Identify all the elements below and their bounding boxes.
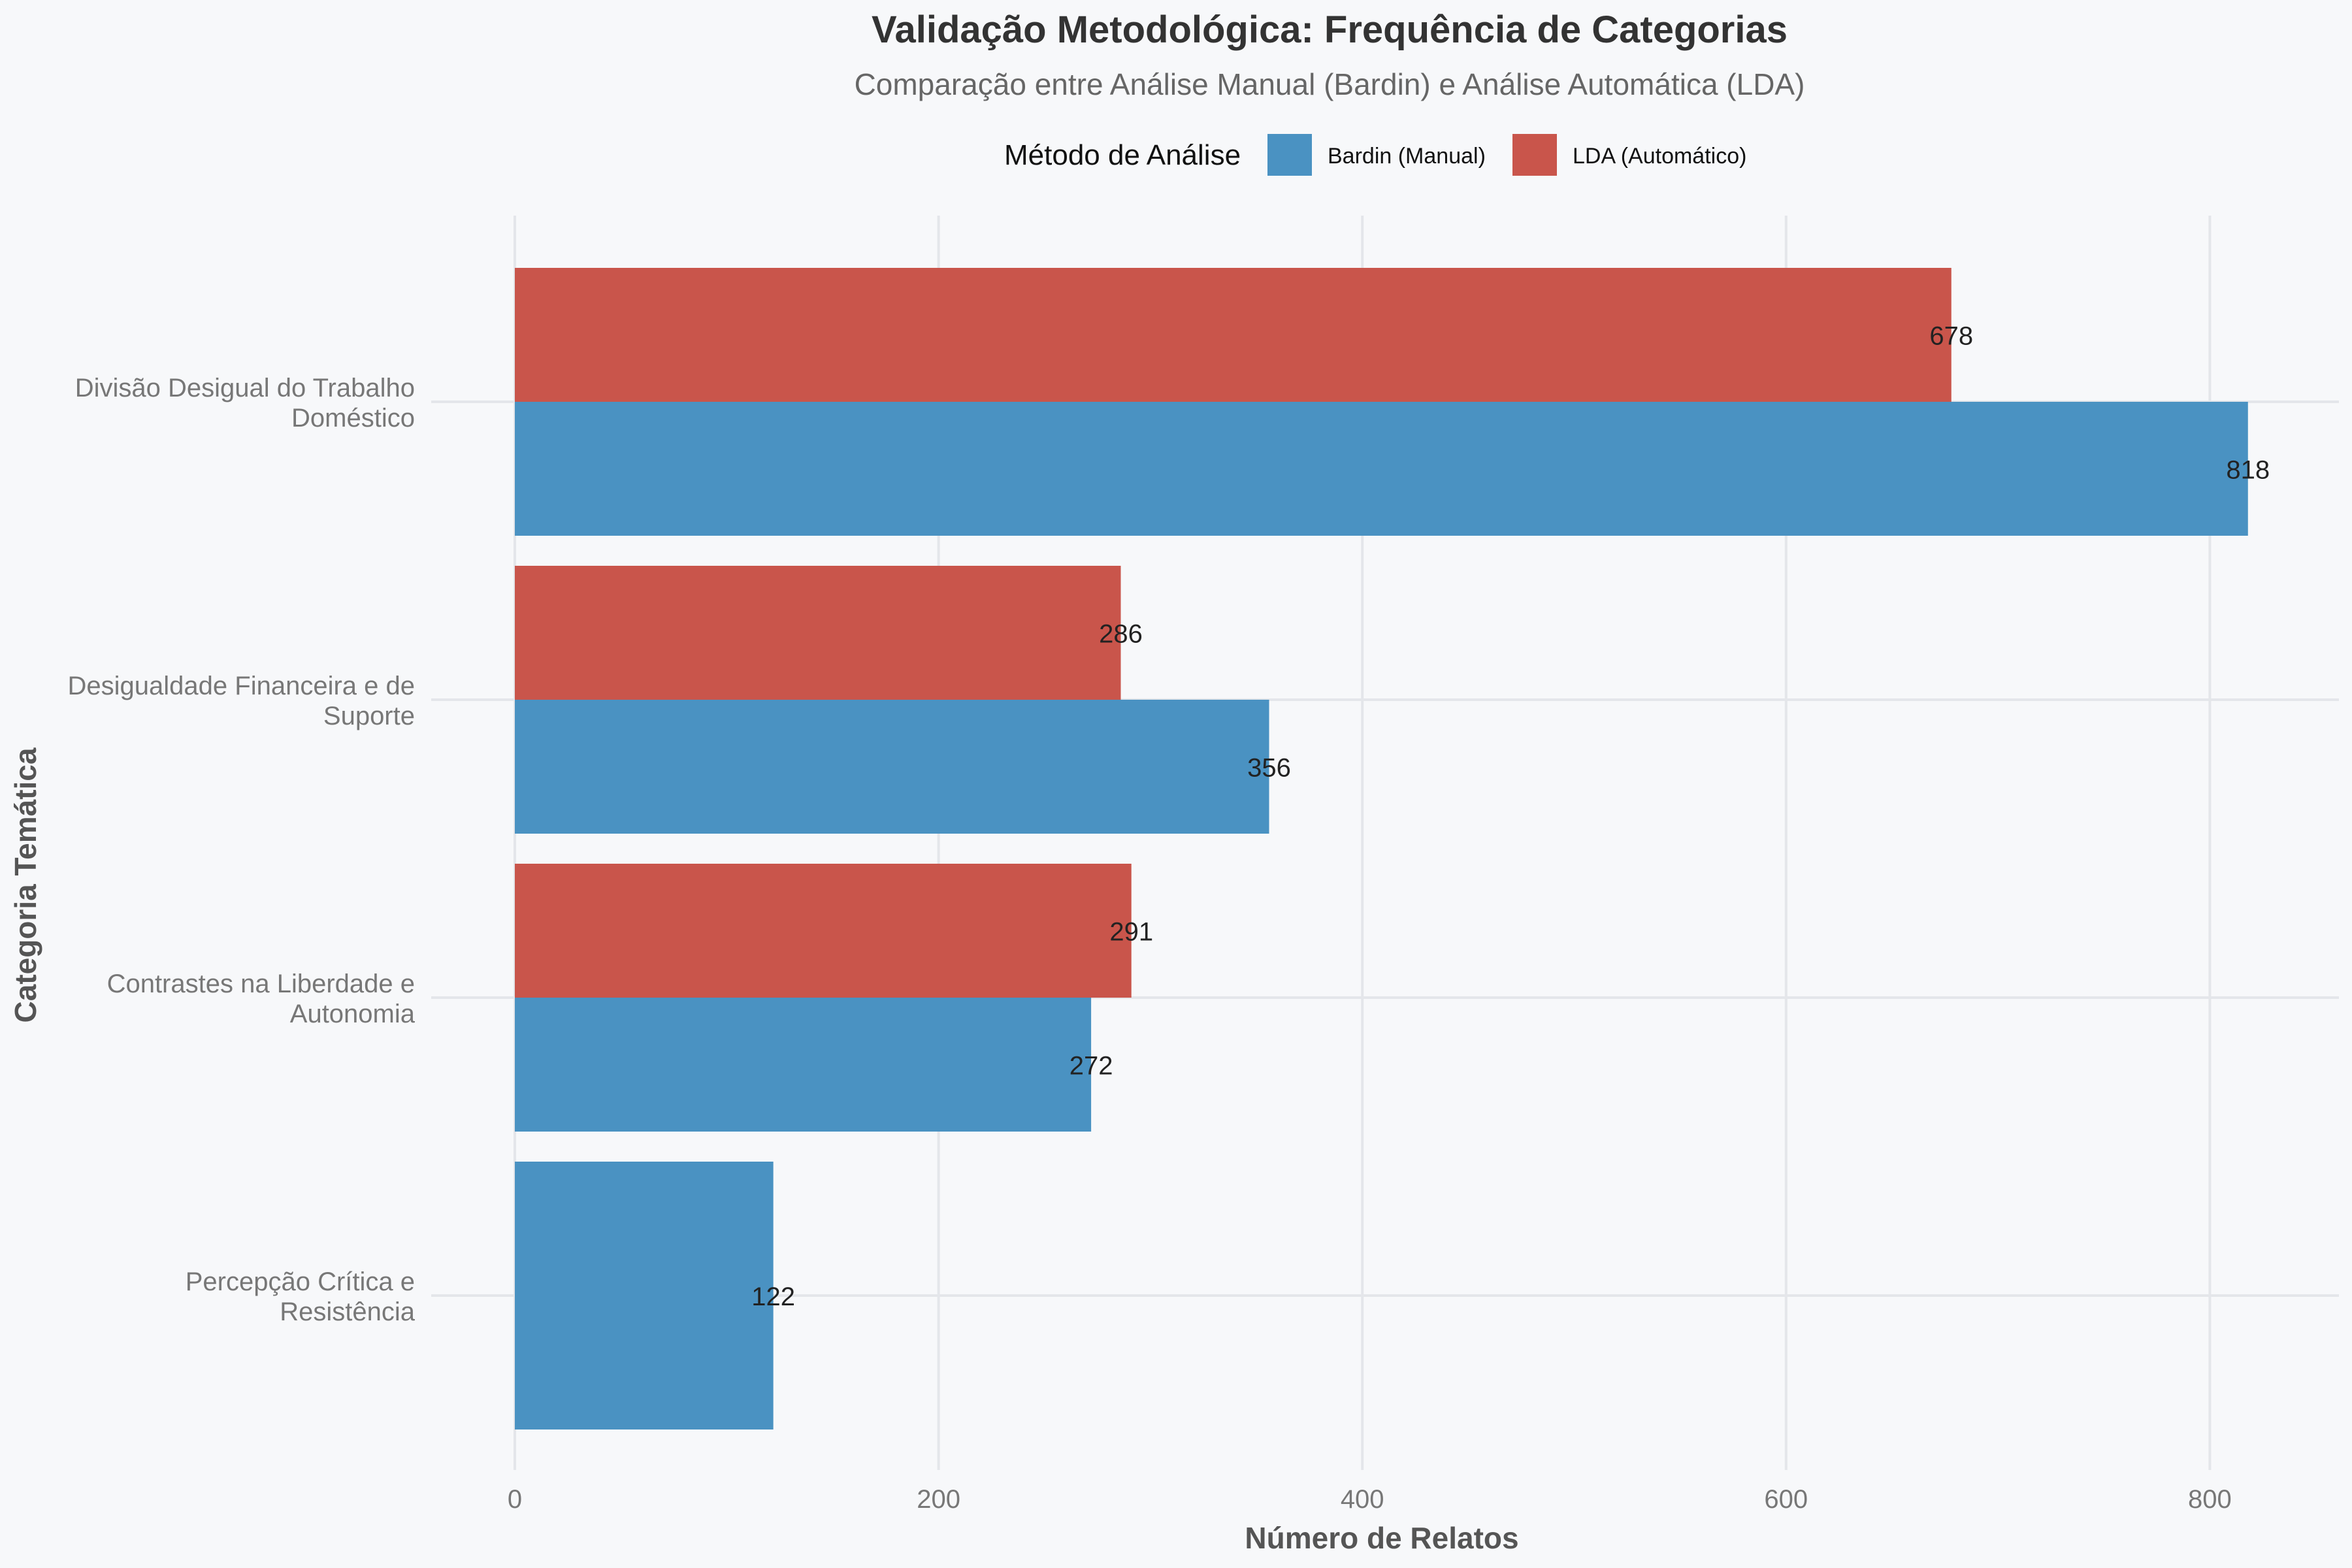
legend-label-0: Bardin (Manual) [1328,144,1486,169]
data-label-lda-1: 286 [1099,620,1143,649]
x-tick-label-200: 200 [917,1485,960,1514]
chart-title: Validação Metodológica: Frequência de Ca… [872,8,1788,51]
legend: Método de Análise Bardin (Manual) LDA (Au… [1004,134,1746,176]
y-tick-label-2: Contrastes na Liberdade e Autonomia [107,970,416,1028]
bar-lda-0 [515,268,1952,402]
bar-lda-2 [515,864,1132,998]
bar-bardin-2 [515,998,1092,1132]
data-label-bardin-2: 272 [1070,1052,1113,1081]
bars [515,268,2248,1429]
x-tick-label-400: 400 [1341,1485,1384,1514]
data-label-lda-2: 291 [1109,918,1153,947]
data-label-bardin-0: 818 [2226,456,2270,485]
x-axis-tick-labels: 0 200 400 600 800 [508,1485,2232,1514]
y-tick-label-1: Desigualdade Financeira e de Suporte [68,672,415,730]
chart-subtitle: Comparação entre Análise Manual (Bardin)… [855,67,1805,101]
legend-label-1: LDA (Automático) [1573,144,1746,169]
x-tick-label-800: 800 [2188,1485,2232,1514]
x-axis-title: Número de Relatos [1245,1521,1518,1555]
data-label-lda-0: 678 [1929,322,1973,351]
bar-bardin-0 [515,402,2248,536]
legend-items: Bardin (Manual) LDA (Automático) [1267,134,1746,176]
bar-bardin-1 [515,700,1269,834]
data-labels: 678 818 286 356 291 272 122 [751,322,2270,1312]
legend-title: Método de Análise [1004,139,1241,171]
y-axis-title: Categoria Temática [8,747,42,1022]
y-tick-label-3: Percepção Crítica e Resistência [186,1267,416,1326]
y-axis-labels: Divisão Desigual do Trabalho Doméstico Des… [68,374,416,1326]
bar-bardin-3 [515,1162,774,1429]
legend-swatch-0 [1267,134,1312,176]
x-tick-label-0: 0 [508,1485,522,1514]
bar-lda-1 [515,566,1121,700]
y-tick-label-0: Divisão Desigual do Trabalho Doméstico [75,374,415,433]
data-label-bardin-1: 356 [1247,754,1291,783]
data-label-bardin-3: 122 [751,1282,795,1311]
legend-swatch-1 [1512,134,1557,176]
x-tick-label-600: 600 [1764,1485,1808,1514]
